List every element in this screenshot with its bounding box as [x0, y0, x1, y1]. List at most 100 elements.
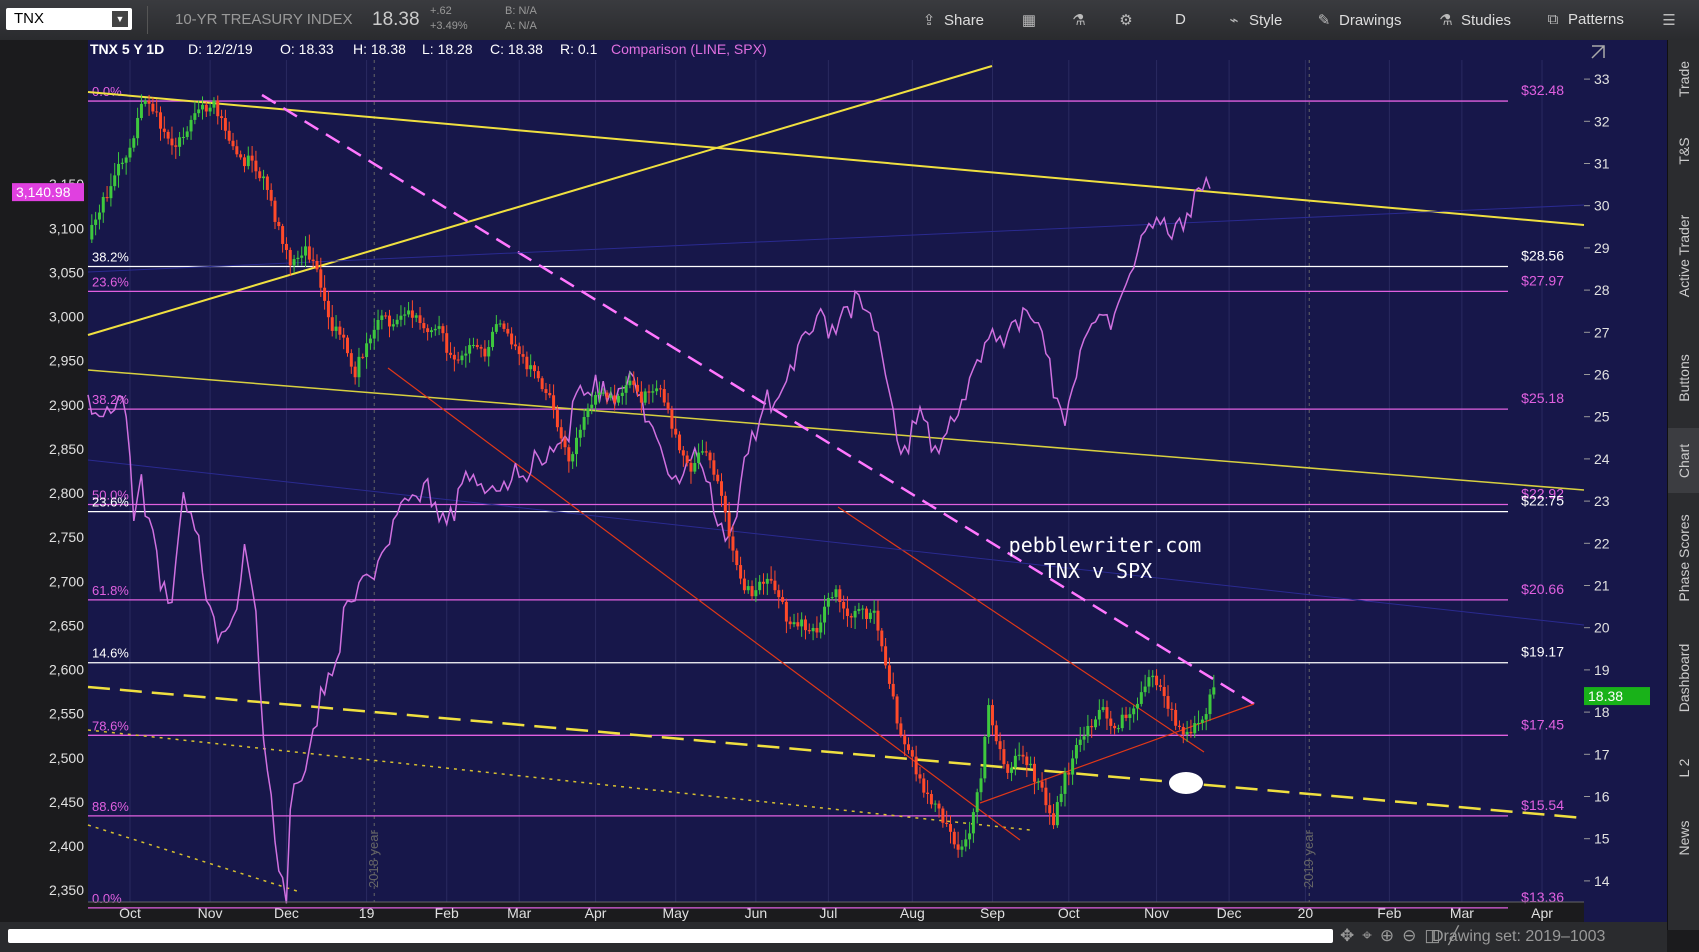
- candle-body: [449, 352, 453, 355]
- candle-body: [94, 219, 98, 225]
- tab-phase-scores[interactable]: Phase Scores: [1676, 514, 1692, 602]
- candle-body: [1021, 754, 1025, 757]
- style-button[interactable]: ⌁ Style: [1225, 11, 1282, 29]
- drawings-button[interactable]: ✎ Drawings: [1315, 11, 1402, 29]
- candle-body: [716, 474, 720, 482]
- bid-ask: B: N/A A: N/A: [505, 5, 537, 32]
- candle-body: [326, 300, 330, 318]
- left-axis-tick: 2,400: [49, 838, 84, 854]
- share-button[interactable]: ⇪ Share: [920, 11, 984, 29]
- tab-active-trader[interactable]: Active Trader: [1676, 214, 1692, 297]
- candle-body: [647, 391, 651, 393]
- fib-price-label: $25.18: [1521, 390, 1564, 406]
- dotted-trendline-lower[interactable]: [87, 824, 301, 893]
- candle-body: [475, 344, 479, 348]
- flask-button[interactable]: ⚗: [1070, 11, 1094, 29]
- candle-body: [334, 326, 338, 331]
- settings-button[interactable]: ⚙: [1117, 11, 1141, 29]
- tab-chart[interactable]: Chart: [1668, 428, 1699, 493]
- channel-upper-line[interactable]: [837, 506, 1205, 753]
- candle-body: [380, 315, 384, 320]
- candle-body: [681, 450, 685, 456]
- candle-body: [861, 608, 865, 610]
- faint-trendline[interactable]: [87, 204, 1585, 273]
- right-axis-tick: 33: [1594, 71, 1610, 87]
- tab-dashboard[interactable]: Dashboard: [1676, 643, 1692, 713]
- pink-dashed-trendline[interactable]: [261, 93, 1255, 706]
- candle-body: [1090, 725, 1094, 728]
- candle-body: [529, 365, 533, 370]
- resistance-trendline[interactable]: [87, 91, 1585, 226]
- spx-comparison-line[interactable]: [87, 175, 1211, 904]
- fib-price-label: $22.75: [1521, 493, 1564, 509]
- menu-button[interactable]: ☰: [1660, 11, 1684, 29]
- candle-body: [929, 794, 933, 805]
- patterns-button[interactable]: ⧉ Patterns: [1544, 11, 1624, 28]
- tab-news[interactable]: News: [1676, 820, 1692, 856]
- candle-body: [796, 622, 800, 627]
- crosshair-icon[interactable]: ⌖: [1362, 926, 1380, 945]
- period-button[interactable]: D: [1175, 11, 1186, 28]
- candle-body: [761, 581, 765, 584]
- wedge-base-line[interactable]: [979, 703, 1255, 804]
- candle-body: [433, 328, 437, 331]
- grid-button[interactable]: ▦: [1020, 11, 1044, 29]
- candle-body: [1074, 744, 1078, 759]
- support-trendline-rising[interactable]: [87, 65, 993, 336]
- candle-body: [307, 246, 311, 260]
- dotted-trendline[interactable]: [87, 729, 1031, 831]
- candle-body: [1116, 728, 1120, 730]
- candle-body: [674, 428, 678, 435]
- candle-body: [540, 378, 544, 390]
- candle-body: [525, 356, 529, 370]
- candle-body: [269, 189, 273, 201]
- candle-body: [254, 160, 258, 172]
- candle-body: [746, 586, 750, 591]
- x-axis-tick: Jul: [819, 905, 837, 921]
- candle-body: [628, 380, 632, 386]
- x-axis-tick: Oct: [1058, 905, 1080, 921]
- candle-body: [720, 481, 724, 496]
- line-tool-icon[interactable]: ╱: [1448, 926, 1467, 945]
- header-open: O: 18.33: [280, 41, 334, 57]
- zoom-in-icon[interactable]: ⊕: [1379, 926, 1403, 945]
- candle-body: [941, 808, 945, 823]
- mid-trendline[interactable]: [87, 369, 1585, 491]
- top-toolbar: TNX ▼ 10-YR TREASURY INDEX 18.38 +.62 +3.4…: [0, 0, 1699, 41]
- candle-body: [197, 109, 201, 114]
- candle-body: [239, 154, 243, 158]
- zoom-out-icon[interactable]: ⊖: [1402, 926, 1425, 945]
- header-range: R: 0.1: [560, 41, 598, 57]
- candle-body: [372, 329, 376, 339]
- zoom-area-icon[interactable]: ◫: [1424, 926, 1449, 945]
- tab-trade[interactable]: Trade: [1676, 60, 1692, 98]
- candle-body: [464, 353, 468, 356]
- candle-body: [891, 683, 895, 697]
- horizontal-scrollbar[interactable]: [8, 929, 1333, 943]
- long-dashed-trendline[interactable]: [87, 685, 1585, 820]
- candle-body: [357, 356, 361, 378]
- left-axis-tick: 2,750: [49, 529, 84, 545]
- tab-time-and-sales[interactable]: T&S: [1676, 136, 1692, 165]
- faint-trendline-2[interactable]: [87, 459, 1585, 626]
- candle-body: [586, 408, 590, 418]
- candle-body: [1025, 756, 1029, 766]
- candle-body: [1193, 723, 1197, 734]
- tab-buttons[interactable]: Buttons: [1676, 354, 1692, 402]
- studies-button[interactable]: ⚗ Studies: [1437, 11, 1511, 29]
- candle-body: [391, 324, 395, 327]
- price-chart[interactable]: 2018 year 2019 year 0.0% $32.48 38.2% $28.56…: [0, 40, 1667, 922]
- candle-body: [689, 462, 693, 472]
- tab-level2[interactable]: L 2: [1676, 758, 1692, 778]
- candle-body: [1143, 686, 1147, 693]
- plot-area[interactable]: [88, 58, 1584, 902]
- move-icon[interactable]: ✥: [1340, 926, 1363, 945]
- fib-level-label: 23.6%: [92, 274, 129, 289]
- symbol-input[interactable]: TNX ▼: [6, 8, 132, 30]
- chevron-down-icon[interactable]: ▼: [112, 11, 128, 27]
- candle-body: [170, 138, 174, 146]
- x-axis-tick: Dec: [1217, 905, 1242, 921]
- candle-body: [792, 622, 796, 625]
- log-scale-icon[interactable]: [1591, 45, 1605, 59]
- fib-price-label: $20.66: [1521, 581, 1564, 597]
